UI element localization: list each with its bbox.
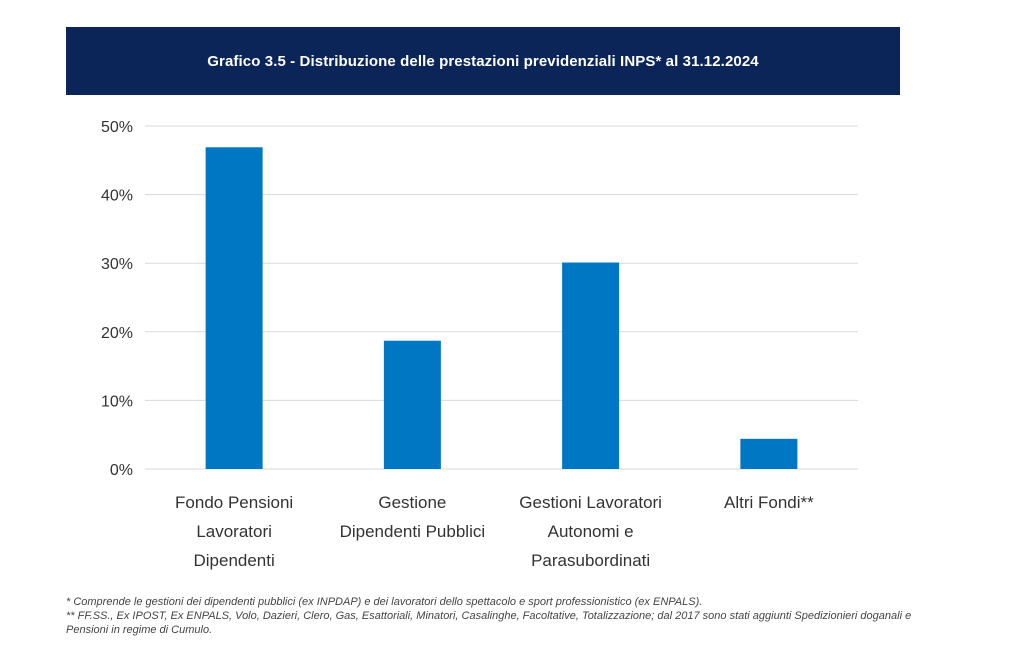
category-label-2: Gestioni Lavoratori Autonomi e Parasubordi… <box>519 493 662 570</box>
chart-title-bar: Grafico 3.5 - Distribuzione delle presta… <box>66 27 900 95</box>
footnote-2: ** FF.SS., Ex IPOST, Ex ENPALS, Volo, Da… <box>66 610 912 636</box>
category-label-0: Fondo Pensioni Lavoratori Dipendenti <box>175 493 293 570</box>
y-tick-label: 30% <box>101 256 133 273</box>
category-label-1: Gestione Dipendenti Pubblici <box>340 493 486 541</box>
bar-3 <box>740 438 798 469</box>
y-tick-label: 10% <box>101 393 133 410</box>
bar-chart: 0% 10% 20% 30% 40% 50% Fondo Pensioni Lavorator… <box>101 119 858 570</box>
chart-title: Grafico 3.5 - Distribuzione delle presta… <box>207 52 759 70</box>
y-tick-label: 50% <box>101 119 133 136</box>
footnotes: * Comprende le gestioni dei dipendenti p… <box>66 595 946 637</box>
y-tick-label: 0% <box>110 462 133 479</box>
bar-0 <box>205 147 263 470</box>
bar-2 <box>562 262 620 469</box>
footnote-1: * Comprende le gestioni dei dipendenti p… <box>66 596 703 608</box>
bar-1 <box>383 340 441 469</box>
y-tick-label: 40% <box>101 188 133 205</box>
category-label-3: Altri Fondi** <box>724 493 814 512</box>
y-tick-label: 20% <box>101 325 133 342</box>
